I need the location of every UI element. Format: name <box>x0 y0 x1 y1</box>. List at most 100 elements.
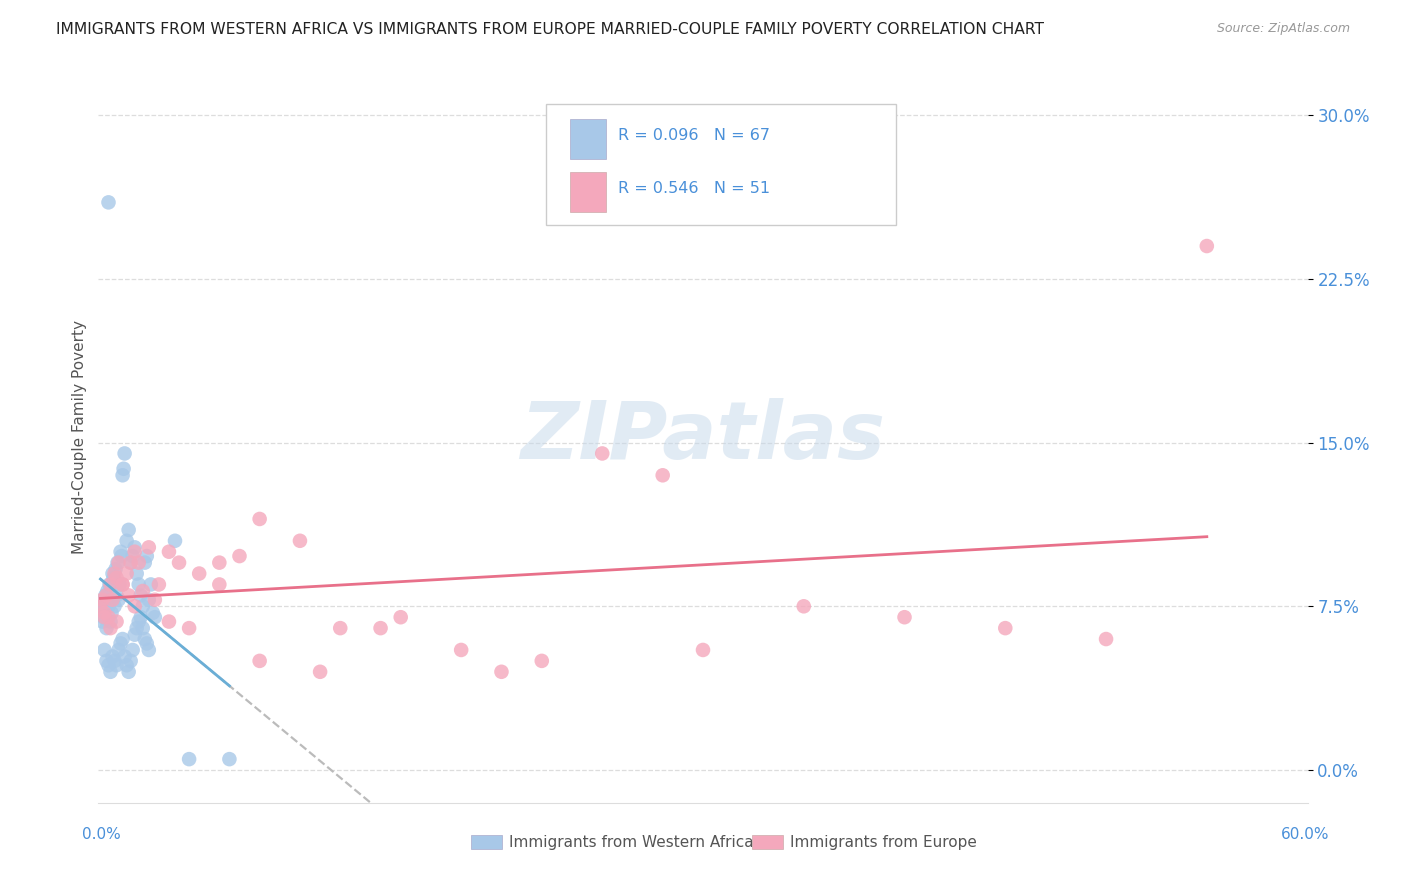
Point <box>112 461 135 475</box>
Point <box>138 643 160 657</box>
Point <box>1095 632 1118 646</box>
Point <box>105 571 128 585</box>
Bar <box>569 120 606 160</box>
Point <box>107 643 129 657</box>
Point <box>107 556 129 570</box>
Point <box>111 632 134 646</box>
Point <box>97 599 120 614</box>
Point <box>114 446 136 460</box>
Point <box>370 621 392 635</box>
Point <box>111 577 134 591</box>
Point <box>125 566 148 581</box>
Point <box>91 615 114 629</box>
Point <box>120 654 142 668</box>
Text: Immigrants from Western Africa: Immigrants from Western Africa <box>509 835 754 849</box>
Point <box>93 592 115 607</box>
Text: Source: ZipAtlas.com: Source: ZipAtlas.com <box>1216 22 1350 36</box>
Point <box>124 541 146 555</box>
Point <box>100 606 122 620</box>
Point <box>793 599 815 614</box>
Point <box>134 632 156 646</box>
Point <box>139 577 162 591</box>
Point <box>132 599 155 614</box>
Point <box>110 545 132 559</box>
Point <box>110 549 132 563</box>
Point <box>93 606 115 620</box>
Point <box>118 523 141 537</box>
Point <box>94 588 117 602</box>
Point <box>115 533 138 548</box>
Point <box>101 592 124 607</box>
Point <box>89 599 111 614</box>
Point <box>132 621 155 635</box>
Point <box>107 592 129 607</box>
Point <box>103 599 125 614</box>
Point <box>651 468 673 483</box>
Point <box>228 549 250 563</box>
Point <box>125 621 148 635</box>
Point <box>100 621 122 635</box>
Point <box>97 195 120 210</box>
Point <box>124 628 146 642</box>
Point <box>591 446 613 460</box>
Point <box>124 599 146 614</box>
Point <box>129 588 152 602</box>
Point <box>103 566 125 581</box>
Point <box>893 610 915 624</box>
Point <box>129 610 152 624</box>
Point <box>208 556 231 570</box>
Point <box>994 621 1017 635</box>
FancyBboxPatch shape <box>546 104 897 225</box>
Text: IMMIGRANTS FROM WESTERN AFRICA VS IMMIGRANTS FROM EUROPE MARRIED-COUPLE FAMILY P: IMMIGRANTS FROM WESTERN AFRICA VS IMMIGR… <box>56 22 1045 37</box>
Point <box>134 556 156 570</box>
Point <box>100 615 122 629</box>
Point <box>97 658 120 673</box>
Point <box>103 571 125 585</box>
Point <box>91 592 114 607</box>
Text: R = 0.546   N = 51: R = 0.546 N = 51 <box>619 181 770 196</box>
Point <box>288 533 311 548</box>
Point <box>110 636 132 650</box>
Point <box>143 610 166 624</box>
Point <box>100 665 122 679</box>
Point <box>93 610 115 624</box>
Point <box>208 577 231 591</box>
Point <box>148 577 170 591</box>
Point <box>118 588 141 602</box>
Point <box>96 588 118 602</box>
Point <box>101 649 124 664</box>
Point <box>1195 239 1218 253</box>
Point <box>90 599 112 614</box>
Point <box>111 468 134 483</box>
Point <box>115 566 138 581</box>
Point <box>93 643 115 657</box>
Point <box>96 584 118 599</box>
Point <box>179 621 201 635</box>
Point <box>530 654 553 668</box>
Point <box>108 577 131 591</box>
Point <box>135 549 157 563</box>
Point <box>120 556 142 570</box>
Point <box>491 665 513 679</box>
Point <box>135 636 157 650</box>
Point <box>124 545 146 559</box>
Point <box>104 562 127 576</box>
Point <box>329 621 352 635</box>
Point <box>118 665 141 679</box>
Point <box>132 584 155 599</box>
Point <box>100 577 122 591</box>
Text: Immigrants from Europe: Immigrants from Europe <box>790 835 977 849</box>
Point <box>111 577 134 591</box>
Point <box>309 665 332 679</box>
Point <box>89 606 111 620</box>
Point <box>249 654 271 668</box>
Point <box>97 610 120 624</box>
Point <box>107 556 129 570</box>
Point <box>96 621 118 635</box>
Point <box>157 615 180 629</box>
Point <box>138 541 160 555</box>
Point <box>163 533 186 548</box>
Point <box>157 545 180 559</box>
Point <box>450 643 472 657</box>
Point <box>188 566 211 581</box>
